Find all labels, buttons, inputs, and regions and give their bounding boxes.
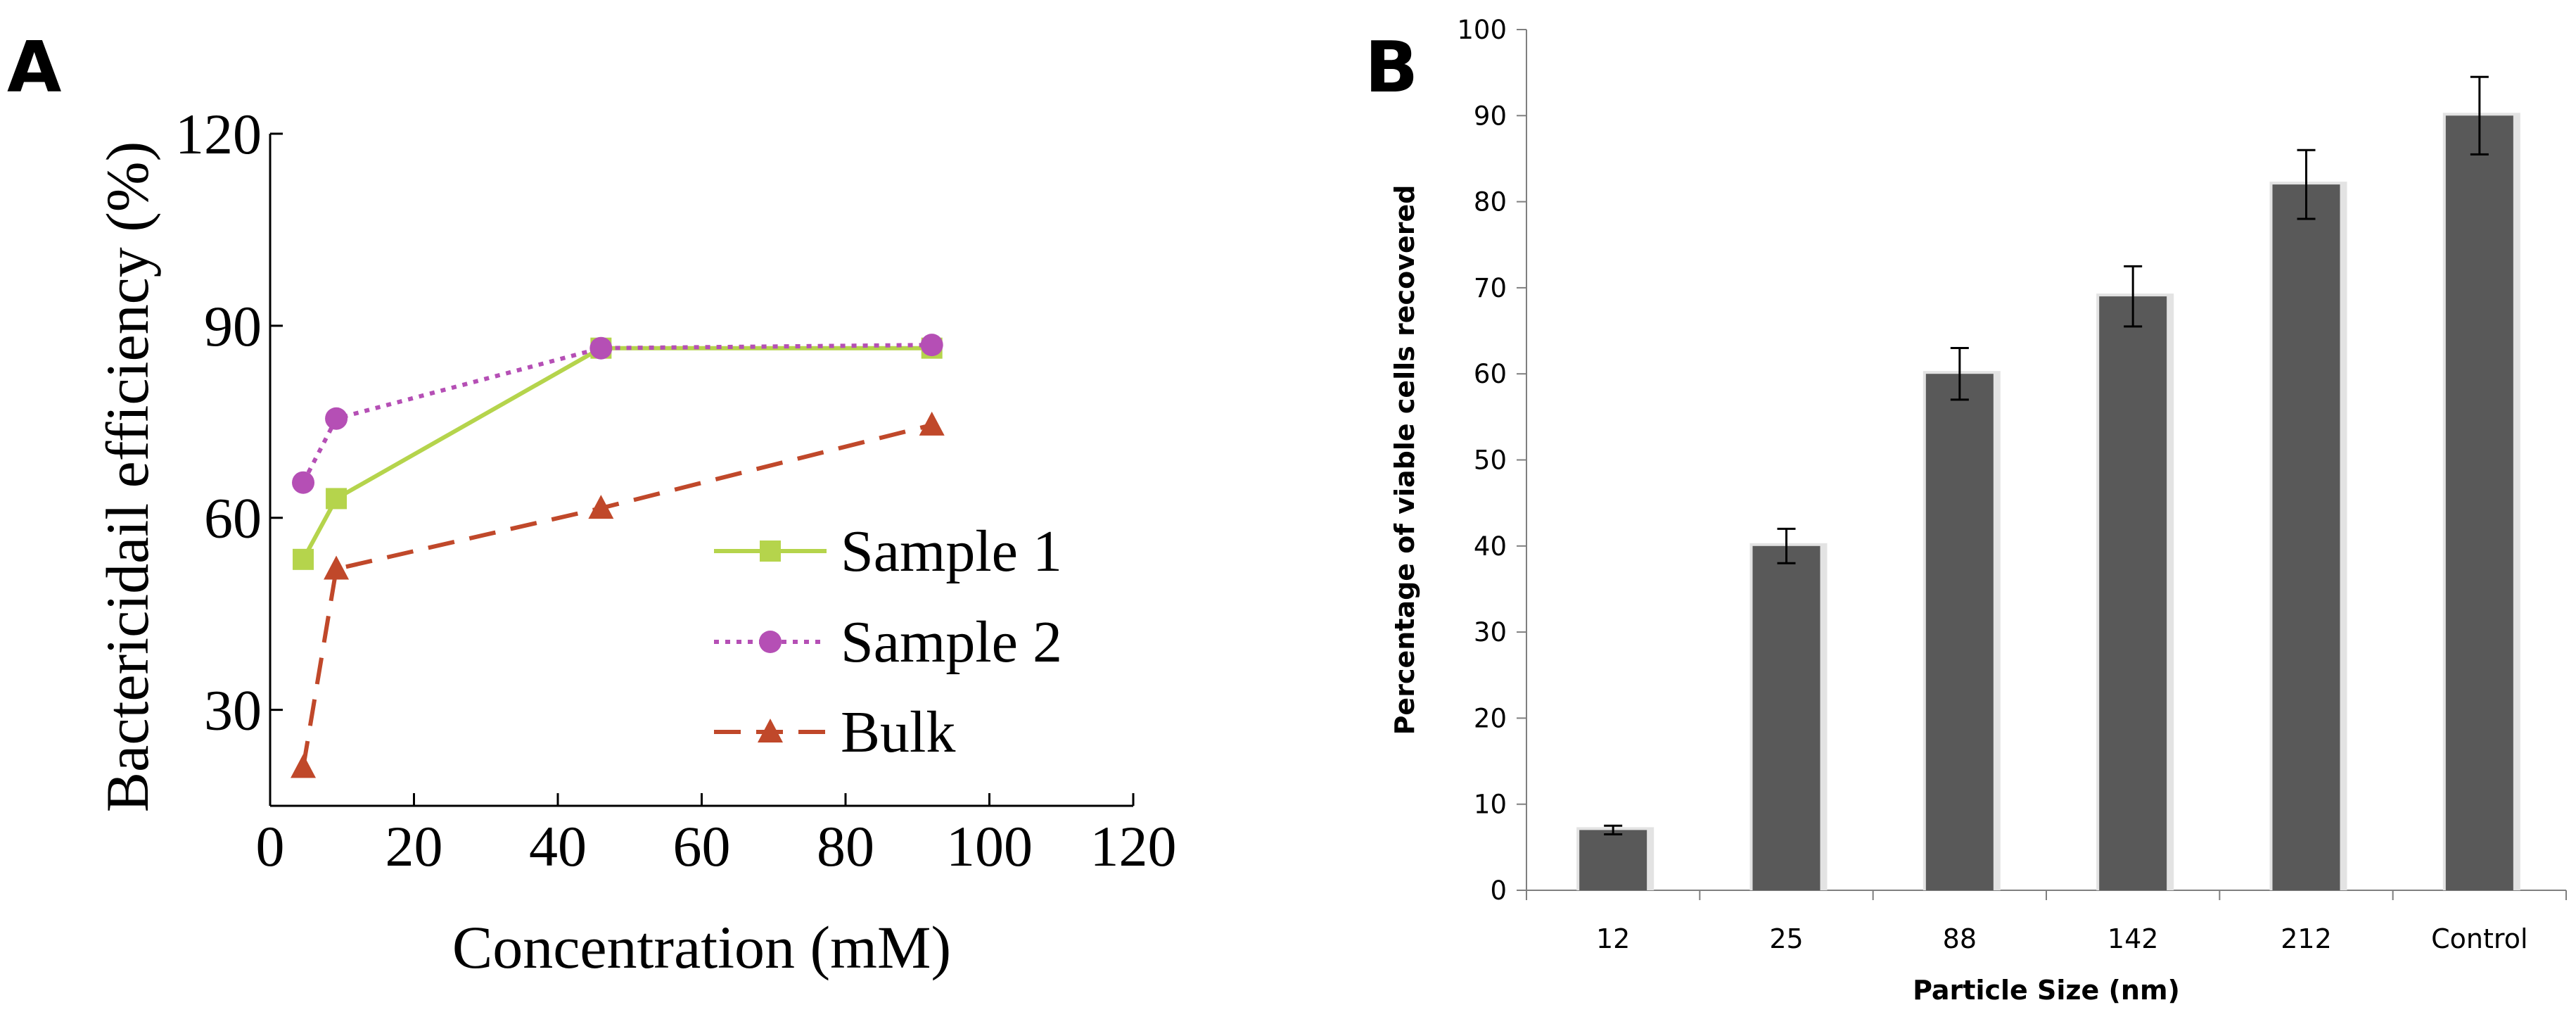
chart-a-axes (269, 134, 1133, 807)
chart-a-x-axis-label: Concentration (mM) (452, 914, 951, 981)
chart-b-x-tick-label: Control (2431, 923, 2527, 954)
chart-b-y-tick-label: 80 (1474, 187, 1507, 217)
chart-a-x-tick-label: 100 (946, 814, 1033, 878)
chart-b-x-tick-label: 88 (1943, 923, 1977, 954)
chart-a-legend-marker (758, 719, 783, 742)
chart-a-data-point (919, 411, 945, 436)
chart-a-legend-label: Sample 2 (841, 609, 1062, 675)
chart-a-legend-marker (759, 631, 782, 653)
chart-b-y-tick-label: 70 (1474, 273, 1507, 303)
chart-a-data-point (920, 334, 943, 357)
chart-a-data-point (326, 488, 347, 510)
chart-a-data-point (588, 495, 614, 519)
panel-a-label: A (7, 26, 61, 108)
panel-b-label: B (1365, 26, 1418, 108)
chart-a-x-tick-label: 120 (1090, 814, 1177, 878)
chart-a-x-tick-label: 20 (385, 814, 443, 878)
chart-b: 0 10 20 30 40 50 60 70 80 90 100 12 25 88 142 212 Contro… (1389, 15, 2567, 1006)
chart-b-y-tick-label: 10 (1474, 790, 1507, 820)
chart-b-bar (2272, 184, 2340, 890)
chart-a-y-tick-label: 60 (204, 486, 262, 550)
chart-a-y-tick-label: 30 (204, 678, 262, 742)
chart-b-ticks: 0 10 20 30 40 50 60 70 80 90 100 12 25 88 142 212 Contro… (1457, 15, 2567, 954)
chart-b-x-axis-label: Particle Size (nm) (1913, 975, 2180, 1006)
chart-b-x-tick-label: 212 (2281, 923, 2332, 954)
chart-a-legend-label: Bulk (841, 700, 955, 765)
chart-b-x-tick-label: 12 (1596, 923, 1630, 954)
chart-a-y-tick-label: 120 (175, 102, 262, 166)
chart-b-x-tick-label: 142 (2108, 923, 2159, 954)
chart-a-x-tick-label: 80 (817, 814, 874, 878)
chart-a-ticks: 0 20 40 60 80 100 120 30 60 90 120 (175, 102, 1177, 878)
chart-a-y-axis-label: Bactericidail efficiency (%) (94, 141, 161, 812)
chart-a-series (291, 334, 945, 778)
chart-a-series-line (301, 346, 932, 561)
chart-a-data-point (291, 754, 317, 778)
chart-a-legend-marker (760, 541, 781, 562)
chart-b-x-tick-label: 25 (1769, 923, 1803, 954)
chart-b-y-tick-label: 0 (1490, 876, 1507, 906)
chart-a-legend: Sample 1 Sample 2 Bulk (714, 519, 1062, 765)
chart-a-y-tick-label: 90 (204, 294, 262, 358)
chart-b-bars (1576, 75, 2520, 890)
chart-b-y-tick-label: 30 (1474, 617, 1507, 647)
chart-b-axes (1526, 30, 2566, 891)
chart-b-y-tick-label: 40 (1474, 531, 1507, 562)
chart-b-y-tick-label: 50 (1474, 445, 1507, 476)
chart-b-bar (1925, 374, 1994, 890)
chart-b-bar (2099, 296, 2167, 890)
chart-b-y-tick-label: 60 (1474, 359, 1507, 389)
chart-a-data-point (293, 548, 314, 570)
chart-a-legend-label: Sample 1 (841, 519, 1062, 584)
chart-a-x-tick-label: 0 (256, 814, 285, 878)
chart-b-y-axis-label: Percentage of viable cells recovered (1389, 185, 1420, 735)
chart-a-series-line (301, 422, 933, 768)
chart-b-y-tick-label: 100 (1457, 15, 1507, 45)
chart-b-bar (2445, 115, 2513, 890)
chart-a-data-point (324, 555, 350, 580)
chart-b-bar (1752, 545, 1821, 890)
chart-a-series-line (301, 343, 932, 484)
chart-a-data-point (589, 336, 613, 360)
chart-b-y-tick-label: 90 (1474, 101, 1507, 131)
chart-a-x-tick-label: 40 (529, 814, 587, 878)
chart-a-x-tick-label: 60 (673, 814, 731, 878)
chart-b-y-tick-label: 20 (1474, 703, 1507, 733)
chart-a-data-point (292, 471, 315, 494)
chart-a-data-point (325, 407, 348, 430)
chart-b-bar (1579, 830, 1647, 890)
